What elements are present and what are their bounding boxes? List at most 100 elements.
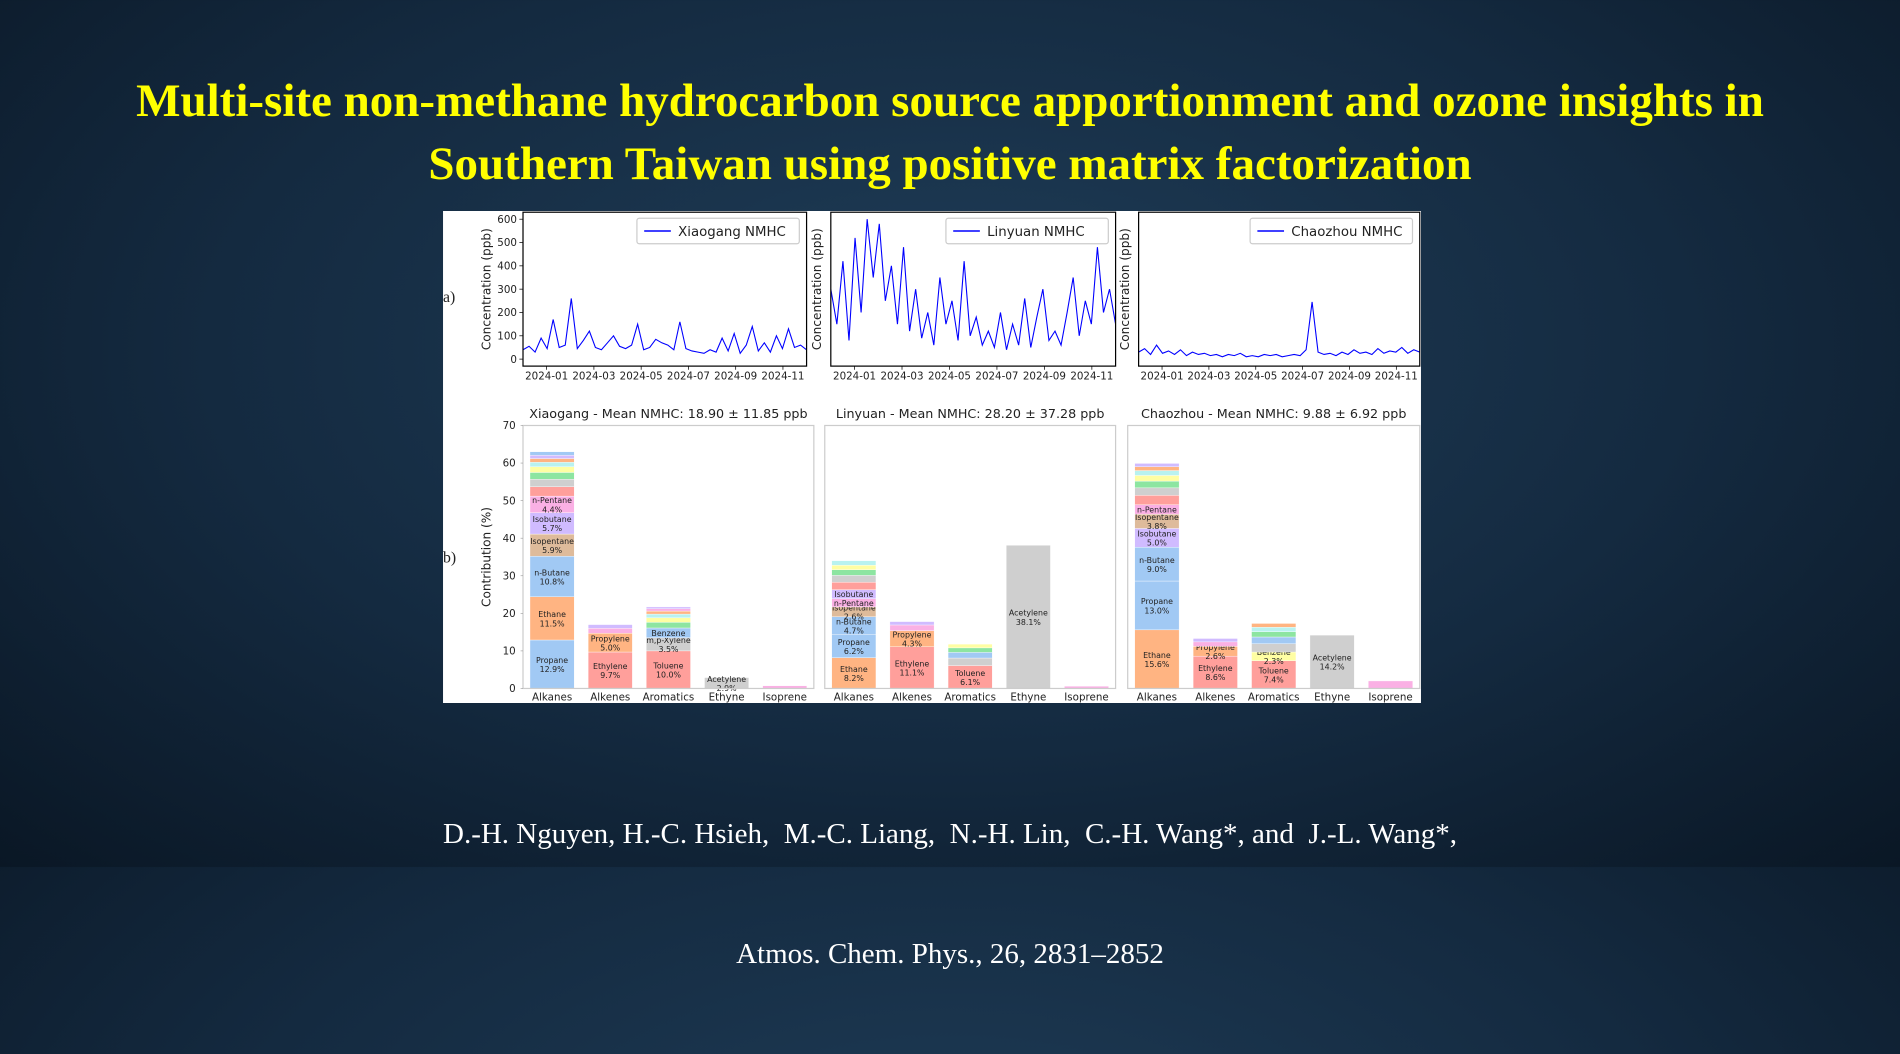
segment-name: Isopentane [1135, 513, 1179, 522]
y-tick-label: 600 [497, 214, 517, 226]
segment-value-label: 5.9% [542, 546, 562, 555]
bar-segment [529, 472, 575, 480]
segment-name: n-Pentane [834, 599, 874, 608]
legend-label: Xiaogang NMHC [678, 225, 786, 240]
segment-value-label: 2.3% [1264, 657, 1284, 666]
segment-name: Toluene [954, 669, 985, 678]
bar-segment [1134, 487, 1180, 496]
segment-name: n-Butane [836, 617, 872, 626]
citation: D.-H. Nguyen, H.-C. Hsieh, M.-C. Liang, … [0, 734, 1900, 1054]
segment-value-label: 13.0% [1144, 606, 1169, 615]
data-line [523, 298, 807, 355]
x-tick-label: Alkanes [1137, 692, 1177, 703]
bar-segment [947, 657, 993, 666]
bar-segment [831, 560, 877, 566]
x-tick-label: Alkanes [532, 692, 572, 703]
segment-name: Ethylene [593, 662, 628, 671]
segment-name: Acetylene [707, 675, 746, 684]
segment-name: Isopentane [530, 537, 574, 546]
segment-name: Isobutane [834, 590, 873, 599]
y-tick-label: 50 [503, 495, 516, 507]
segment-value-label: 4.7% [844, 626, 864, 635]
segment-value-label: 4.3% [902, 640, 922, 649]
segment-name: Isobutane [533, 515, 572, 524]
segment-name: Propylene [893, 630, 932, 639]
segment-name: Ethane [840, 665, 868, 674]
plot-frame [830, 211, 1117, 367]
bar-segment [1251, 636, 1297, 644]
bar-segment [947, 652, 993, 659]
segment-name: Benzene [651, 629, 685, 638]
segment-name: Propane [838, 638, 870, 647]
segment-value-label: 11.1% [900, 668, 925, 677]
bar-segment [529, 639, 575, 689]
segment-value-label: 38.1% [1016, 618, 1041, 627]
legend-box [1249, 217, 1414, 245]
plot-frame [522, 424, 815, 690]
x-tick-label: 2024-09 [1023, 370, 1066, 382]
segment-name: Propylene [1196, 643, 1235, 652]
x-tick-label: Alkenes [590, 692, 630, 703]
segment-value-label: 11.5% [540, 619, 565, 628]
segment-value-label: 6.2% [844, 647, 864, 656]
bar-segment [529, 454, 575, 459]
x-tick-label: Ethyne [709, 692, 745, 703]
bar-segment [1134, 547, 1180, 582]
segment-value-label: 14.2% [1320, 663, 1345, 672]
bar-segment [1134, 480, 1180, 489]
segment-value-label: 3.5% [658, 645, 678, 654]
chart-title: Xiaogang - Mean NMHC: 18.90 ± 11.85 ppb [529, 406, 807, 421]
x-tick-label: Isoprene [1368, 692, 1412, 703]
segment-value-label: 3.8% [1147, 522, 1167, 531]
bar-segment [947, 647, 993, 653]
segment-value-label: 15.6% [1144, 660, 1169, 669]
bar-segment [529, 479, 575, 487]
bar-segment [1134, 475, 1180, 482]
chart-title: Chaozhou - Mean NMHC: 9.88 ± 6.92 ppb [1141, 406, 1406, 421]
bar-segment [1192, 638, 1238, 643]
segment-value-label: 8.6% [1205, 673, 1225, 682]
x-tick-label: 2024-07 [1281, 370, 1324, 382]
x-tick-label: Alkenes [1195, 692, 1235, 703]
bar-segment [947, 643, 993, 649]
x-tick-label: 2024-01 [525, 370, 568, 382]
panel-label: a) [443, 289, 455, 306]
segment-name: Acetylene [1313, 654, 1352, 663]
authors: D.-H. Nguyen, H.-C. Hsieh, M.-C. Liang, … [443, 818, 1457, 850]
bar-segment [646, 622, 691, 629]
legend-label: Linyuan NMHC [987, 225, 1085, 240]
bar-segment [889, 624, 935, 631]
segment-value-label: 10.0% [656, 671, 681, 680]
x-tick-label: 2024-01 [833, 370, 876, 382]
segment-value-label: 8.2% [844, 674, 864, 683]
segment-value-label: 5.0% [600, 644, 620, 653]
bar-segment [587, 628, 633, 634]
plot-frame [1138, 211, 1421, 367]
segment-value-label: 2.6% [844, 613, 864, 622]
segment-name: n-Butane [1139, 556, 1175, 565]
bar-segment [529, 466, 575, 473]
x-tick-label: 2024-05 [1234, 370, 1277, 382]
y-tick-label: 100 [497, 330, 517, 342]
bar-segment [831, 581, 877, 590]
bar-segment [1134, 629, 1180, 689]
bar-segment [529, 556, 575, 597]
bar-segment [646, 608, 691, 612]
y-tick-label: 10 [503, 646, 516, 658]
segment-name: Acetylene [1009, 609, 1048, 618]
bar-segment [889, 646, 935, 689]
bar-segment [1192, 641, 1238, 647]
x-tick-label: 2024-07 [975, 370, 1018, 382]
y-tick-label: 70 [503, 420, 516, 432]
segment-name: Propane [1141, 597, 1173, 606]
bar-segment [1134, 463, 1180, 467]
segment-name: Propane [536, 656, 568, 665]
segment-name: m,p-Xylene [646, 636, 691, 645]
segment-name: n-Pentane [532, 496, 572, 505]
x-tick-label: Aromatics [643, 692, 695, 703]
y-axis-label: Concentration (ppb) [479, 228, 493, 350]
legend-box [636, 217, 800, 245]
slide: Multi-site non-methane hydrocarbon sourc… [0, 0, 1900, 867]
bar-segment [831, 575, 877, 583]
y-axis-label: Contribution (%) [479, 507, 493, 607]
